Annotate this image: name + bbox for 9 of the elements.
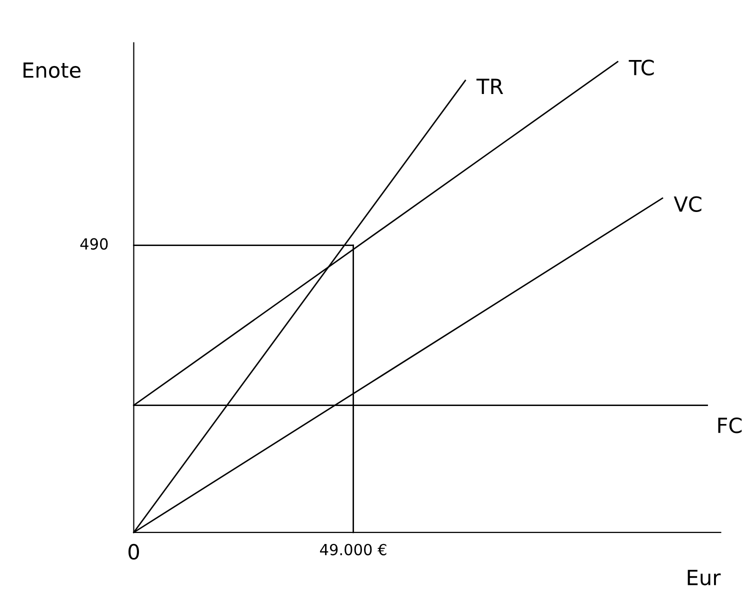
- series-label: TR: [476, 78, 504, 94]
- x-tick-label: 0: [128, 544, 139, 560]
- annotation: 490: [80, 238, 108, 250]
- x-axis-title: Eur: [688, 570, 721, 586]
- y-axis-title: Enote: [24, 62, 81, 78]
- series-label: TC: [628, 60, 654, 76]
- series-label: VC: [674, 196, 702, 212]
- series-label: FC: [718, 417, 742, 434]
- x-tick-label: 49.000 €: [320, 544, 386, 556]
